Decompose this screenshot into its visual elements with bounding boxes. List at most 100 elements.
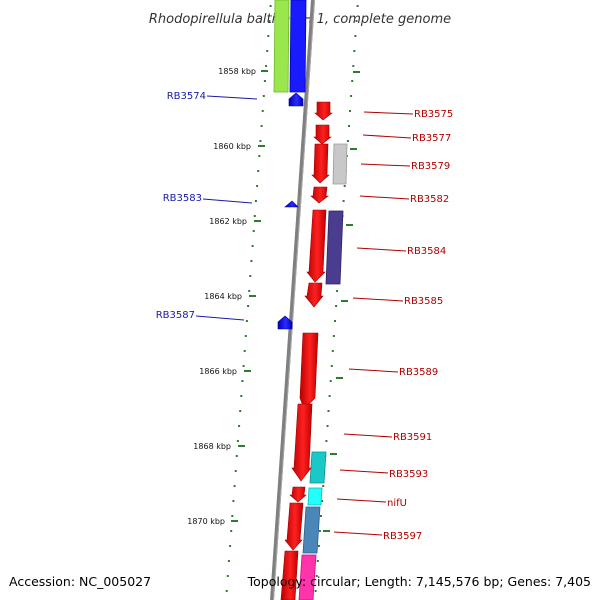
label-RB3587[interactable]: RB3587 bbox=[156, 310, 195, 321]
gene-RB3589-arrow[interactable] bbox=[299, 332, 319, 410]
ruler-dot-left bbox=[227, 560, 230, 562]
feature-track bbox=[273, 0, 348, 600]
ruler-dot-left bbox=[263, 80, 266, 82]
left-labels: RB3574 RB3583 RB3587 bbox=[156, 91, 258, 321]
ruler-dot-left bbox=[225, 590, 228, 592]
ruler-dot-right bbox=[330, 365, 333, 367]
label-RB3589[interactable]: RB3589 bbox=[399, 367, 438, 378]
gene-RB3582-arrow[interactable] bbox=[310, 186, 329, 204]
ruler-dot-left bbox=[266, 50, 269, 52]
ruler-dot-right bbox=[342, 200, 345, 202]
ruler-dot-left bbox=[265, 65, 268, 67]
label-RB3585[interactable]: RB3585 bbox=[404, 296, 443, 307]
gene-RB3584-arrow[interactable] bbox=[306, 209, 327, 283]
ruler-dot-left bbox=[242, 365, 245, 367]
ruler-dot-right bbox=[343, 185, 346, 187]
feature-light-gray bbox=[332, 143, 348, 185]
leader-RB3591 bbox=[343, 433, 393, 438]
ruler-dot-left bbox=[250, 260, 253, 262]
gene-RB3587-arrow[interactable] bbox=[277, 315, 293, 330]
feature-bright-cyan bbox=[307, 487, 323, 506]
ruler-dot-left bbox=[267, 35, 270, 37]
ruler-dot-left bbox=[254, 200, 257, 202]
forward-genes bbox=[280, 101, 333, 600]
label-RB3584[interactable]: RB3584 bbox=[407, 246, 446, 257]
ruler-dot-right bbox=[336, 290, 339, 292]
ruler-label-1858: 1858 kbp bbox=[218, 67, 256, 76]
ruler-dot-right bbox=[354, 35, 357, 37]
ruler-dot-right bbox=[349, 110, 351, 112]
label-RB3591[interactable]: RB3591 bbox=[393, 432, 432, 443]
label-nifU[interactable]: nifU bbox=[387, 498, 407, 509]
ruler-dot-right bbox=[327, 410, 330, 412]
gene-RB3574-arrow[interactable] bbox=[288, 92, 304, 107]
ruler-dot-left bbox=[229, 545, 232, 547]
gene-extra-arrow[interactable] bbox=[280, 550, 299, 600]
ruler-label-1864: 1864 kbp bbox=[204, 292, 242, 301]
label-RB3575[interactable]: RB3575 bbox=[414, 109, 453, 120]
ruler-dot-right bbox=[317, 545, 320, 547]
ruler-dot-left bbox=[268, 20, 271, 22]
feature-steel-blue bbox=[302, 506, 321, 554]
ruler-dot-left bbox=[232, 500, 235, 502]
ruler-label-1868: 1868 kbp bbox=[193, 442, 231, 451]
ruler-dot-left bbox=[256, 185, 259, 187]
label-RB3583[interactable]: RB3583 bbox=[163, 193, 202, 204]
ruler-dot-right bbox=[318, 530, 321, 532]
ruler-dot-right bbox=[328, 395, 331, 397]
ruler-dot-left bbox=[233, 485, 236, 487]
leader-RB3582 bbox=[359, 195, 410, 200]
label-RB3579[interactable]: RB3579 bbox=[411, 161, 450, 172]
ruler-dot-right bbox=[331, 350, 334, 352]
ruler-dot-right bbox=[335, 305, 338, 307]
gene-RB3597-arrow[interactable] bbox=[284, 502, 304, 551]
ruler-dot-right bbox=[314, 590, 317, 592]
leader-RB3574 bbox=[206, 95, 258, 100]
leader-RB3587 bbox=[195, 315, 245, 321]
leader-RB3593 bbox=[339, 469, 389, 474]
ruler-label-1866: 1866 kbp bbox=[199, 367, 237, 376]
ruler-dot-right bbox=[351, 80, 354, 82]
gene-RB3585-arrow[interactable] bbox=[304, 282, 324, 308]
ruler-dot-right bbox=[320, 515, 322, 517]
ruler-dot-left bbox=[244, 335, 247, 337]
label-RB3593[interactable]: RB3593 bbox=[389, 469, 428, 480]
gene-RB3575-arrow[interactable] bbox=[314, 101, 333, 121]
ruler-dot-right bbox=[348, 125, 350, 127]
ruler-dot-left bbox=[241, 380, 244, 382]
topology-text: Topology: circular; Length: 7,145,576 bp… bbox=[247, 574, 591, 589]
ruler-dot-right bbox=[356, 5, 359, 7]
feature-green bbox=[273, 0, 290, 93]
feature-magenta bbox=[298, 554, 317, 600]
ruler-dot-left bbox=[262, 95, 265, 97]
label-RB3574[interactable]: RB3574 bbox=[167, 91, 206, 102]
ruler-dot-right bbox=[355, 20, 358, 22]
label-RB3582[interactable]: RB3582 bbox=[410, 194, 449, 205]
leader-RB3575 bbox=[363, 111, 414, 115]
ruler-dot-left bbox=[252, 230, 255, 232]
leader-RB3584 bbox=[356, 247, 407, 252]
label-RB3597[interactable]: RB3597 bbox=[383, 531, 422, 542]
genome-backbone bbox=[270, 0, 315, 600]
ruler-dot-left bbox=[234, 470, 237, 472]
ruler-dot-left bbox=[269, 5, 272, 7]
ruler-dot-right bbox=[322, 485, 325, 487]
gene-RB3591-arrow[interactable] bbox=[291, 403, 313, 482]
ruler-dot-left bbox=[248, 290, 251, 292]
leader-RB3589 bbox=[348, 368, 399, 373]
ruler-dot-left bbox=[226, 575, 229, 577]
gene-RB3593-arrow[interactable] bbox=[289, 486, 307, 503]
ruler-dot-right bbox=[326, 425, 329, 427]
accession-text: Accession: NC_005027 bbox=[9, 574, 152, 589]
ruler-dot-left bbox=[239, 410, 242, 412]
label-RB3577[interactable]: RB3577 bbox=[412, 133, 451, 144]
ruler-dot-left bbox=[258, 155, 261, 157]
gene-RB3579-arrow[interactable] bbox=[311, 143, 330, 184]
gene-RB3583-arrow[interactable] bbox=[284, 200, 299, 208]
gene-RB3577-arrow[interactable] bbox=[313, 124, 332, 145]
ruler-dot-left bbox=[253, 215, 256, 217]
ruler-dot-left bbox=[261, 110, 264, 112]
leader-RB3597 bbox=[333, 531, 383, 536]
ruler-dot-right bbox=[321, 500, 324, 502]
